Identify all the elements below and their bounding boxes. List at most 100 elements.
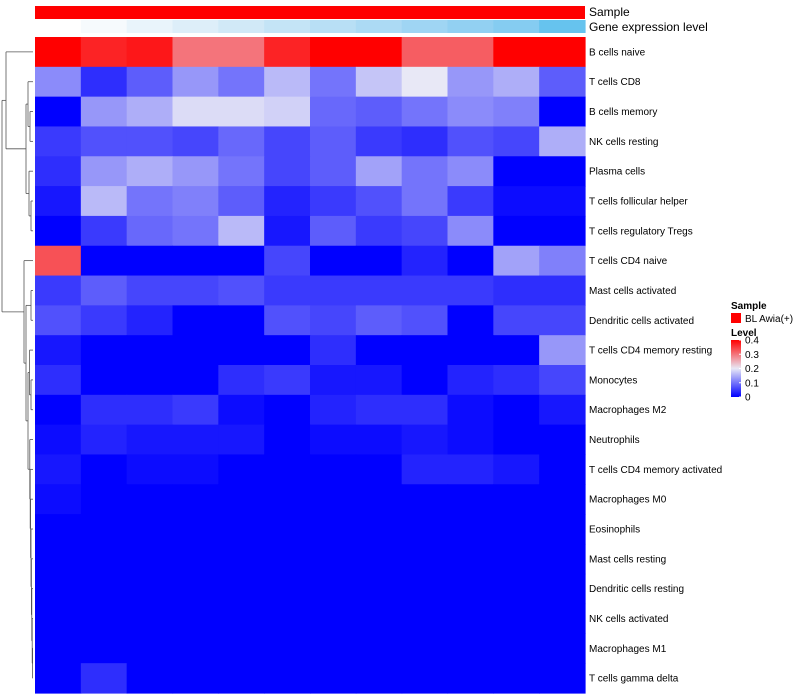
- heatmap-cell: [218, 245, 265, 277]
- heatmap-cell: [539, 305, 586, 336]
- heatmap-cell: [218, 663, 265, 694]
- heatmap-cell: [126, 424, 174, 456]
- heatmap-cell: [80, 454, 128, 485]
- heatmap-cell: [80, 126, 128, 157]
- row-label: Mast cells activated: [589, 286, 676, 297]
- heatmap-cell: [310, 514, 357, 545]
- heatmap-cell: [493, 514, 540, 545]
- row-label: Macrophages M1: [589, 644, 667, 655]
- heatmap-cell: [80, 245, 128, 277]
- heatmap-cell: [172, 514, 219, 545]
- gene-expression-annotation-cell: [355, 20, 403, 33]
- heatmap-cell: [447, 573, 494, 605]
- heatmap-cell: [172, 663, 219, 694]
- heatmap-cell: [126, 245, 174, 277]
- heatmap-cell: [80, 514, 128, 545]
- heatmap-cell: [126, 126, 174, 157]
- heatmap-cell: [401, 66, 449, 98]
- heatmap-cell: [539, 96, 586, 128]
- heatmap-cell: [447, 484, 494, 515]
- legend-tick-label: 0: [745, 393, 751, 404]
- heatmap-cell: [310, 365, 357, 396]
- heatmap-cell: [310, 484, 357, 515]
- heatmap-cell: [172, 454, 219, 485]
- legend-level-title: Level: [731, 328, 757, 339]
- heatmap-cell: [35, 66, 82, 98]
- heatmap-cell: [264, 603, 311, 634]
- heatmap-cell: [447, 245, 494, 277]
- row-label: Mast cells resting: [589, 554, 666, 565]
- heatmap-cell: [539, 186, 586, 217]
- heatmap-cell: [539, 66, 586, 98]
- heatmap-cell: [35, 663, 82, 694]
- heatmap-cell: [218, 394, 265, 426]
- heatmap-cell: [310, 454, 357, 485]
- heatmap-cell: [126, 215, 174, 247]
- heatmap-cell: [401, 215, 449, 247]
- heatmap-cell: [218, 573, 265, 605]
- heatmap-cell: [172, 365, 219, 396]
- heatmap-cell: [218, 484, 265, 515]
- heatmap-cell: [355, 186, 403, 217]
- heatmap-cell: [218, 335, 265, 366]
- heatmap-cell: [80, 66, 128, 98]
- legend-level-ticks: 0 0.1 0.2 0.3 0.4: [739, 336, 759, 404]
- row-label: Dendritic cells activated: [589, 316, 694, 327]
- heatmap-cell: [310, 394, 357, 426]
- heatmap-cell: [35, 126, 82, 157]
- heatmap-cell: [401, 275, 449, 306]
- heatmap-cell: [401, 424, 449, 456]
- heatmap-cell: [218, 215, 265, 247]
- heatmap-cell: [35, 484, 82, 515]
- heatmap-cell: [310, 156, 357, 187]
- heatmap-cell: [355, 245, 403, 277]
- heatmap-cell: [401, 484, 449, 515]
- gene-expression-annotation-cell: [264, 20, 311, 33]
- heatmap-cell: [401, 603, 449, 634]
- heatmap-cell: [35, 245, 82, 277]
- heatmap-cell: [493, 66, 540, 98]
- gene-expression-annotation-cell: [401, 20, 449, 33]
- gene-expression-annotation-cell: [310, 20, 357, 33]
- heatmap-cell: [264, 514, 311, 545]
- heatmap-cell: [35, 305, 82, 336]
- heatmap-cell: [355, 543, 403, 575]
- heatmap-cell: [355, 454, 403, 485]
- row-label: T cells CD4 memory resting: [589, 346, 712, 357]
- heatmap-cell: [80, 186, 128, 217]
- heatmap-cell: [355, 275, 403, 306]
- row-label: T cells gamma delta: [589, 674, 679, 685]
- heatmap-cell: [35, 335, 82, 366]
- heatmap-cell: [539, 215, 586, 247]
- heatmap-cell: [218, 514, 265, 545]
- heatmap-cell: [447, 215, 494, 247]
- heatmap-cell: [218, 66, 265, 98]
- heatmap-cell: [355, 514, 403, 545]
- gene-expression-annotation-label: Gene expression level: [589, 20, 708, 34]
- heatmap-cell: [539, 663, 586, 694]
- heatmap-cell: [80, 37, 128, 68]
- row-label: B cells memory: [589, 107, 657, 118]
- heatmap-cell: [172, 215, 219, 247]
- heatmap-cell: [447, 633, 494, 664]
- heatmap-cell: [35, 514, 82, 545]
- heatmap-cell: [310, 573, 357, 605]
- heatmap-cell: [172, 633, 219, 664]
- heatmap-cell: [264, 424, 311, 456]
- heatmap-cell: [310, 186, 357, 217]
- gene-expression-annotation-cell: [172, 20, 219, 33]
- heatmap-cell: [126, 514, 174, 545]
- row-label: T cells CD4 naive: [589, 256, 668, 267]
- row-label: B cells naive: [589, 47, 646, 58]
- heatmap-cell: [126, 335, 174, 366]
- heatmap-cell: [35, 37, 82, 68]
- heatmap-cell: [310, 633, 357, 664]
- heatmap-cell: [310, 305, 357, 336]
- heatmap-cell: [539, 514, 586, 545]
- heatmap-cell: [80, 96, 128, 128]
- heatmap-cell: [172, 305, 219, 336]
- heatmap-cell: [447, 335, 494, 366]
- heatmap-cell: [310, 126, 357, 157]
- heatmap-cell: [80, 663, 128, 694]
- row-label: NK cells resting: [589, 137, 658, 148]
